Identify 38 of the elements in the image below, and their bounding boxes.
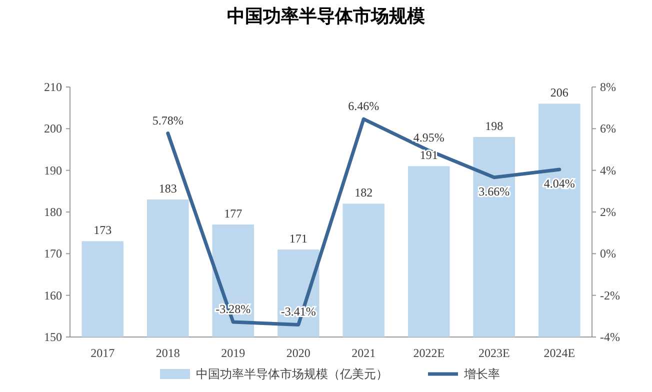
y2-tick-label: 8%: [600, 80, 616, 94]
y2-tick-label: 4%: [600, 163, 616, 178]
data-label: 173: [94, 223, 112, 238]
data-label: 191: [420, 148, 438, 162]
data-label: 4.04%: [544, 176, 575, 190]
y2-tick-label: -2%: [600, 288, 620, 302]
data-label: 6.46%: [348, 99, 380, 114]
y-tick-label: 210: [44, 80, 62, 94]
data-label: 198: [485, 119, 504, 133]
data-label: 206: [550, 86, 568, 100]
data-label: 171: [289, 232, 308, 246]
y2-tick-label: 0%: [600, 246, 616, 261]
y-tick-label: 200: [44, 122, 62, 136]
y-tick-label: 190: [44, 163, 62, 178]
data-label: 182: [354, 186, 373, 200]
x-tick-label: 2018: [156, 346, 180, 360]
x-tick-label: 2024E: [544, 346, 576, 360]
y2-tick-label: -4%: [600, 330, 620, 344]
y-tick-label: 160: [44, 288, 62, 302]
x-tick-label: 2020: [286, 346, 310, 360]
legend-label: 中国功率半导体市场规模（亿美元）: [196, 367, 388, 381]
x-tick-label: 2021: [352, 346, 376, 360]
y-tick-label: 180: [44, 205, 62, 219]
y-tick-label: 150: [44, 330, 62, 344]
data-label: 5.78%: [152, 113, 184, 128]
y-tick-label: 170: [44, 246, 62, 261]
y2-tick-label: 6%: [600, 122, 616, 136]
x-tick-label: 2017: [90, 346, 115, 360]
chart-title: 中国功率半导体市场规模: [227, 6, 425, 26]
data-label: 177: [224, 206, 242, 220]
y2-tick-label: 2%: [600, 205, 616, 219]
legend-label: 增长率: [463, 367, 500, 381]
x-tick-label: 2023E: [478, 346, 510, 360]
x-tick-label: 2022E: [413, 346, 445, 360]
data-label: 4.95%: [413, 130, 444, 145]
data-label: 3.66%: [478, 184, 510, 198]
data-label: 183: [158, 182, 177, 196]
x-tick-label: 2019: [221, 346, 246, 360]
